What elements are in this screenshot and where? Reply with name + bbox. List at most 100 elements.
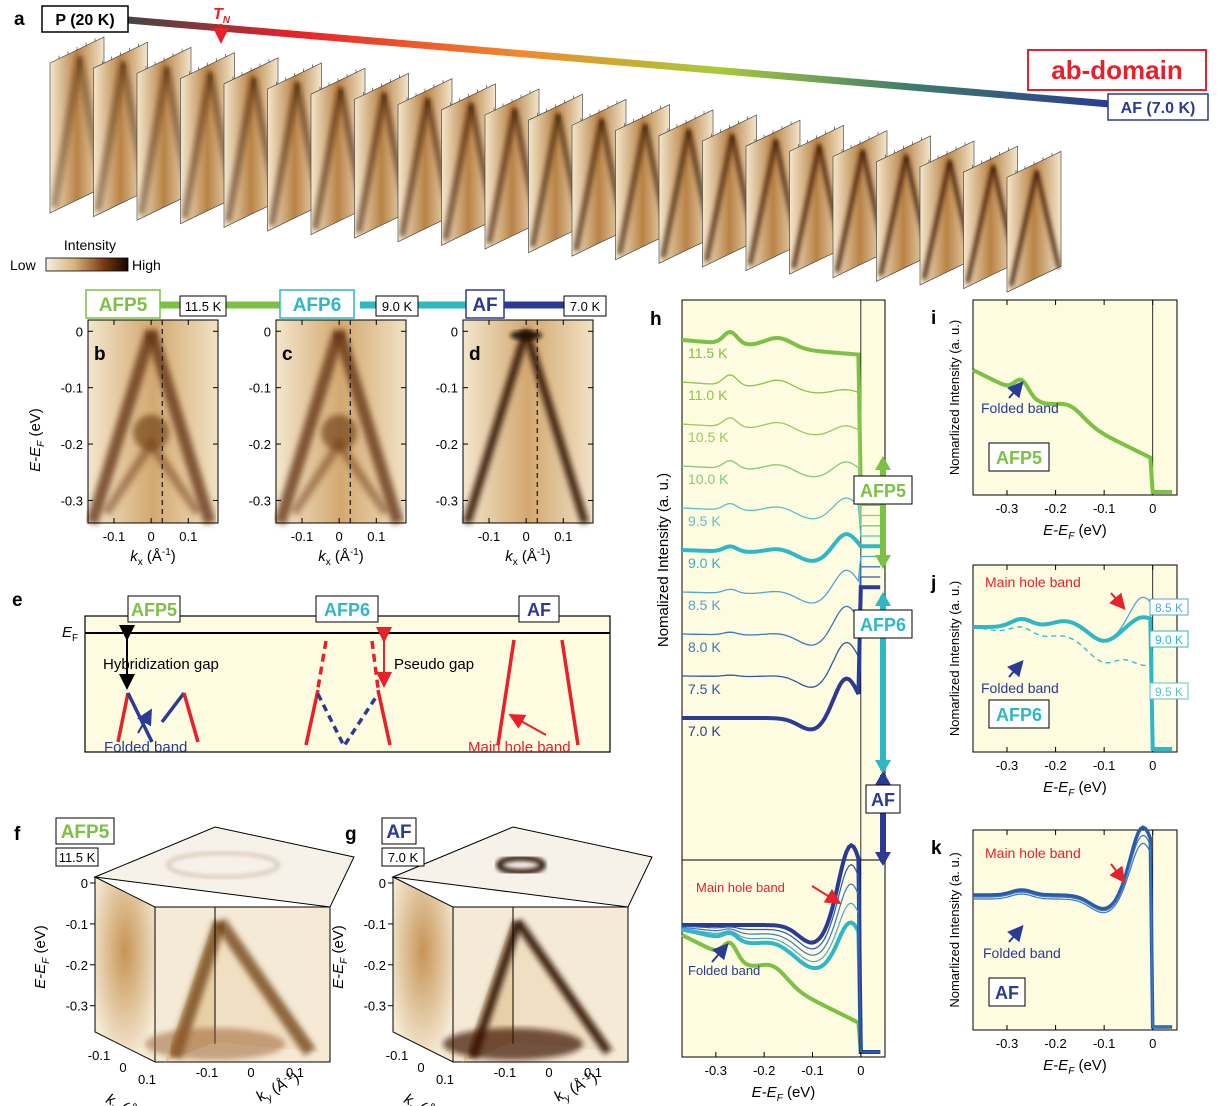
panels-fg: 0 -0.1 -0.2 -0.3 -0.1 0 0.1 -0.1 0 0.1 kx (Å-1) ky … (14, 817, 653, 1106)
panel-h: h Nomalized Intensity (a. u.) 11.5 K 11.0 K… (650, 299, 913, 1104)
x-tick-label: -0.1 (1093, 1036, 1115, 1051)
phase-label: AFP6 (860, 615, 906, 635)
y-tick-label: -0.2 (66, 958, 88, 973)
panel-k-xlabel: E-EF (eV) (1043, 1057, 1107, 1077)
panel-k-ylabel: Nomarlized Intensity (a. u.) (947, 852, 962, 1007)
edc-curve (973, 842, 1173, 1028)
panel-i-tag: AFP5 (996, 448, 1042, 468)
ky-tick-label: -0.1 (494, 1065, 516, 1080)
phase-t1: 11.5 K (185, 299, 222, 314)
panel-f-temp: 11.5 K (59, 850, 96, 865)
e-axis-label: E-EF (eV) (32, 925, 52, 989)
panel-i-letter: i (931, 308, 936, 329)
arpes-frame (1006, 150, 1062, 293)
phase-afp6: AFP6 (293, 295, 342, 316)
main-hole-band-arrow-e (508, 714, 547, 736)
x-tick-label: 0 (336, 529, 343, 544)
cube-panel-g: 0 -0.1 -0.2 -0.3 -0.1 0 0.1 -0.1 0 0.1 kx (Å-1) ky … (330, 817, 653, 1106)
edc-curve (681, 555, 881, 604)
x-tick-label: -0.3 (996, 1036, 1018, 1051)
panel-b-letter: b (94, 344, 106, 365)
edc-temp-label: 9.5 K (1155, 685, 1183, 699)
y-tick-label: -0.1 (61, 381, 83, 396)
phase-t2: 9.0 K (382, 299, 413, 314)
edc-curve (682, 566, 881, 646)
x-tick-label: 0 (523, 529, 530, 544)
panel-g-tag: AF (386, 822, 411, 843)
phase-label: AF (871, 790, 895, 810)
pseudo-gap-label: Pseudo gap (394, 656, 474, 673)
edc-temp-label: 7.0 K (688, 723, 721, 739)
main-hole-band-label-h: Main hole band (696, 880, 785, 895)
panel-e-af-box (518, 595, 560, 623)
panel-e-afp5-box (127, 595, 181, 623)
edc-overlay-curve (681, 883, 881, 1053)
panel-e-afp6-box (315, 595, 379, 623)
panel-i-xlabel: E-EF (eV) (1043, 522, 1107, 542)
x-tick-label: -0.1 (1093, 501, 1115, 516)
x-tick-label: -0.1 (103, 529, 125, 544)
af-main-band-left (496, 639, 516, 746)
y-tick-label: 0 (451, 324, 458, 339)
folded-band-label-i: Folded band (981, 400, 1059, 416)
main-hole-band-label-e: Main hole band (468, 739, 571, 756)
panels-bcd-ylabel: E-EF (eV) (27, 408, 47, 472)
kx-tick-label: -0.1 (386, 1048, 408, 1063)
x-tick-label: -0.2 (1044, 501, 1066, 516)
edc-curve (681, 497, 881, 537)
panel-c-letter: c (282, 344, 293, 365)
colorbar-high: High (132, 257, 161, 273)
ky-axis-label: ky (Å-1) (551, 1068, 601, 1106)
edc-curve (972, 368, 1173, 494)
cube-panel-f: 0 -0.1 -0.2 -0.3 -0.1 0 0.1 -0.1 0 0.1 kx (Å-1) ky … (14, 817, 355, 1106)
panel-e-letter: e (12, 590, 23, 611)
edc-curve (973, 825, 1173, 1029)
panels-ijk: i Nomarlized Intensity (a. u.) -0.3 -0.2 -0.… (930, 299, 1189, 1077)
edc-curve (681, 532, 881, 563)
panel-kx-label: kx (Å-1) (505, 547, 551, 568)
x-tick-label: 0.1 (179, 529, 197, 544)
edc-temp-label: 9.0 K (688, 555, 721, 571)
arpes-frame-stack (49, 36, 1062, 293)
panel-a-letter: a (14, 9, 25, 30)
x-tick-label: -0.3 (705, 1063, 727, 1078)
kx-tick-label: 0 (417, 1060, 424, 1075)
edc-temp-label: 8.0 K (688, 639, 721, 655)
temperature-gradient-line (127, 16, 1111, 108)
y-tick-label: -0.1 (66, 917, 88, 932)
panel-g-letter: g (345, 824, 357, 845)
edc-temp-label: 11.5 K (688, 345, 728, 361)
panel-h-letter: h (650, 309, 662, 330)
y-tick-label: -0.2 (61, 437, 83, 452)
hybridization-gap-label: Hybridization gap (103, 656, 219, 673)
y-tick-label: -0.3 (249, 493, 271, 508)
phase-t3: 7.0 K (570, 299, 601, 314)
y-tick-label: 0 (81, 876, 88, 891)
afp5-main-band-right (182, 692, 200, 743)
edc-temp-label: 10.0 K (688, 471, 729, 487)
panel-j-ylabel: Nomarlized Intensity (a. u.) (947, 581, 962, 736)
x-tick-label: 0 (1149, 501, 1156, 516)
edc-curve (682, 585, 881, 732)
y-tick-label: -0.2 (249, 437, 271, 452)
edc-temp-label: 8.5 K (688, 597, 721, 613)
y-tick-label: 0 (264, 324, 271, 339)
panel-g-temp: 7.0 K (388, 850, 419, 865)
panel-h-xlabel: E-EF (eV) (752, 1084, 816, 1104)
panel-k: k Nomarlized Intensity (a. u.) -0.3 -0.2 -0.… (931, 825, 1178, 1077)
arpes-frame (136, 46, 193, 221)
edc-curve (973, 834, 1173, 1028)
folded-band-arrow-e (137, 708, 152, 734)
arpes-frame (702, 114, 758, 268)
x-tick-label: 0 (148, 529, 155, 544)
y-tick-label: -0.3 (66, 999, 88, 1014)
afp5-main-band-left (116, 692, 130, 743)
arpes-frame (93, 41, 150, 218)
edc-temp-label: 9.0 K (1155, 633, 1183, 647)
phase-t3-box (563, 295, 607, 317)
arpes-frame (615, 104, 671, 261)
phase-afp6-box (279, 289, 355, 319)
edc-overlay-curve (681, 902, 881, 1053)
phase-af-box (465, 289, 505, 319)
y-tick-label: -0.1 (436, 381, 458, 396)
